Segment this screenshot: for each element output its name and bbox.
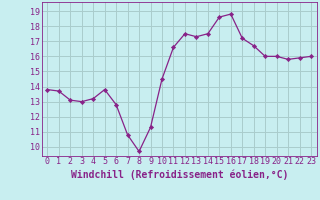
X-axis label: Windchill (Refroidissement éolien,°C): Windchill (Refroidissement éolien,°C) [70,169,288,180]
